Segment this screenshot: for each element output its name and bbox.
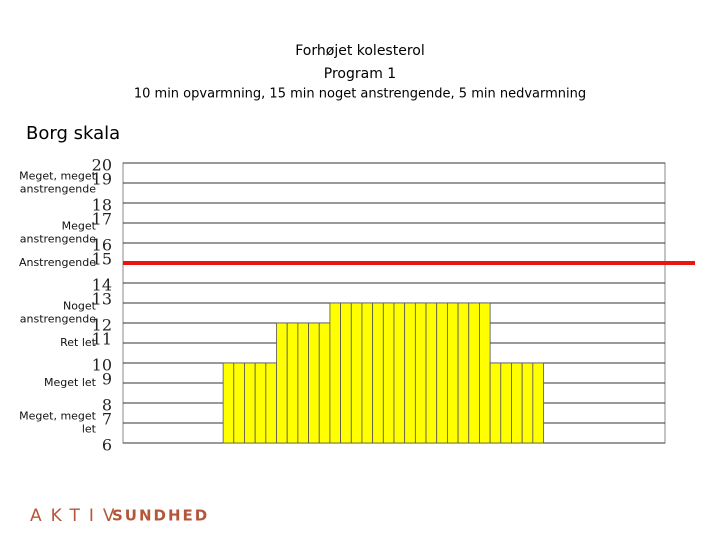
borg-label: Noget anstrengende [20, 299, 97, 325]
bar [329, 302, 342, 444]
y-tick-label: 8 [102, 396, 112, 415]
bar [361, 302, 374, 444]
bar [521, 362, 534, 444]
bar [382, 302, 395, 444]
bar [297, 322, 309, 444]
borg-label: Meget, meget anstrengende [19, 169, 97, 195]
y-axis-title: Borg skala [26, 123, 120, 144]
bar [468, 302, 480, 444]
y-tick-label: 20 [92, 156, 112, 175]
bar [446, 302, 459, 444]
logo-name: SUNDHED [112, 507, 209, 525]
bar [393, 302, 406, 444]
bar [436, 302, 448, 444]
y-tick-label: 6 [102, 436, 112, 455]
logo-brand: AKTIV [30, 506, 124, 526]
bar [265, 362, 277, 444]
bar [244, 362, 256, 444]
y-tick-label: 18 [92, 196, 112, 215]
bar [457, 302, 470, 444]
y-tick-label: 17 [92, 210, 112, 229]
bar [276, 322, 288, 444]
bar [489, 362, 502, 444]
bar [222, 362, 235, 444]
chart-subtitle: 10 min opvarmning, 15 min noget anstreng… [134, 87, 586, 102]
y-tick-label: 7 [102, 410, 112, 429]
bar [350, 302, 363, 444]
bar [425, 302, 438, 444]
bar [233, 362, 245, 444]
bar [254, 362, 267, 444]
borg-label: Ret let [60, 336, 97, 349]
bar [286, 322, 299, 444]
borg-label: Meget anstrengende [20, 219, 97, 245]
bar [500, 362, 512, 444]
y-tick-label: 16 [92, 236, 112, 255]
borg-label: Anstrengende [19, 256, 96, 269]
bar [511, 362, 523, 444]
y-tick-label: 15 [92, 250, 112, 269]
y-tick-label: 10 [92, 356, 112, 375]
bar [414, 302, 427, 444]
y-tick-label: 11 [92, 330, 112, 349]
bar [404, 302, 416, 444]
bar [479, 302, 491, 444]
chart-title: Forhøjet kolesterol [295, 43, 425, 59]
bar [340, 302, 352, 444]
bar [308, 322, 320, 444]
y-tick-label: 19 [92, 170, 112, 189]
y-tick-label: 13 [92, 290, 112, 309]
bar [532, 362, 544, 444]
y-tick-label: 14 [92, 276, 112, 295]
y-tick-label: 9 [102, 370, 112, 389]
bar [318, 322, 331, 444]
borg-label: Meget, meget let [19, 409, 97, 435]
borg-label: Meget let [44, 376, 97, 389]
y-tick-label: 12 [92, 316, 112, 335]
bar [372, 302, 384, 444]
chart-subtitle: Program 1 [324, 66, 396, 82]
